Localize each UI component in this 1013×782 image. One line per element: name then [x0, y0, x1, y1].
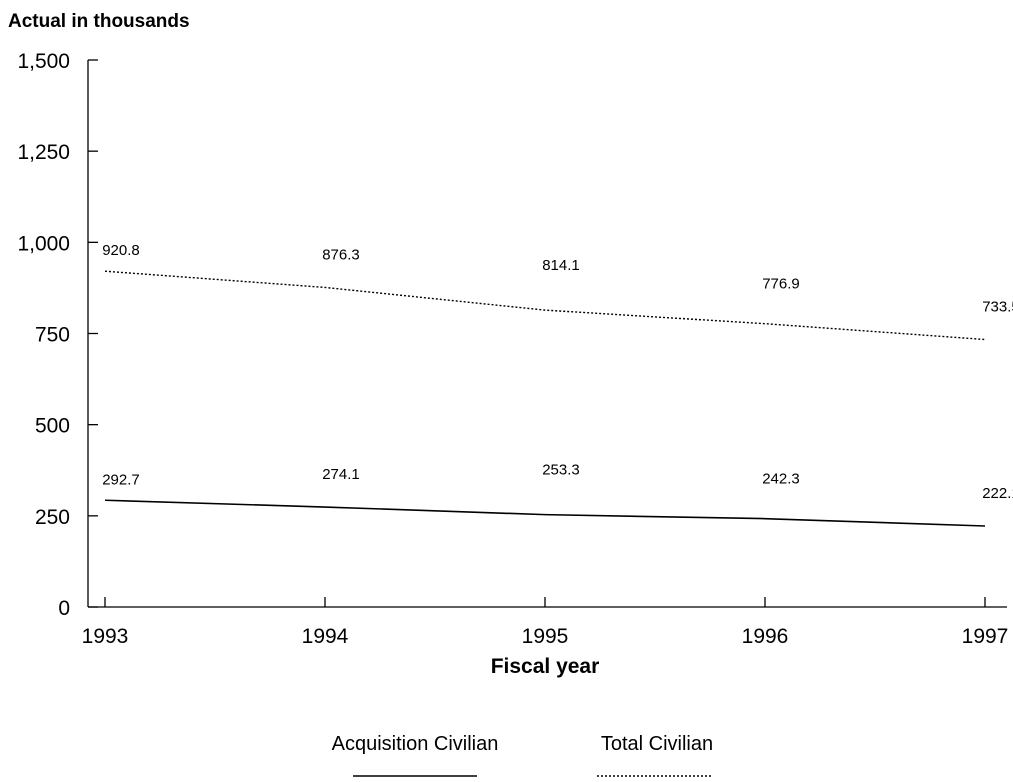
x-tick-label: 1994 [302, 625, 349, 648]
y-tick-label: 1,500 [17, 50, 70, 73]
legend-label: Total Civilian [601, 733, 713, 755]
data-label: 222.1 [982, 485, 1013, 502]
y-tick-label: 0 [58, 597, 70, 620]
data-label: 733.5 [982, 299, 1013, 316]
x-tick-label: 1996 [742, 625, 789, 648]
series-layer: 292.7 274.1 253.3 242.3 222.1 920.8 876.3 814.1… [102, 242, 1013, 527]
series-total-civilian: 920.8 876.3 814.1 776.9 733.5 [102, 242, 1013, 341]
x-tick-label: 1997 [962, 625, 1009, 648]
data-label: 274.1 [322, 466, 360, 483]
data-label: 292.7 [102, 471, 140, 488]
axes: 0 250 500 750 1,000 1,250 1,500 1993 1994 1995 199… [17, 50, 1008, 648]
data-label: 814.1 [542, 257, 580, 274]
y-tick-label: 1,250 [17, 141, 70, 164]
x-axis-title: Fiscal year [491, 655, 600, 678]
data-label: 253.3 [542, 462, 580, 479]
y-tick-label: 500 [35, 415, 70, 438]
series-acquisition-civilian: 292.7 274.1 253.3 242.3 222.1 [102, 462, 1013, 527]
series-line [104, 499, 986, 527]
data-label: 776.9 [762, 276, 800, 293]
x-tick-label: 1995 [522, 625, 569, 648]
x-tick-label: 1993 [82, 625, 129, 648]
y-tick-label: 750 [35, 324, 70, 347]
data-label: 242.3 [762, 471, 800, 488]
y-axis-unit-label: Actual in thousands [8, 11, 190, 32]
data-label: 920.8 [102, 242, 140, 259]
legend: Acquisition Civilian Total Civilian [332, 733, 713, 777]
series-line [104, 270, 986, 341]
legend-label: Acquisition Civilian [332, 733, 499, 755]
y-tick-label: 1,000 [17, 232, 70, 255]
data-label: 876.3 [322, 246, 360, 263]
y-tick-label: 250 [35, 506, 70, 529]
